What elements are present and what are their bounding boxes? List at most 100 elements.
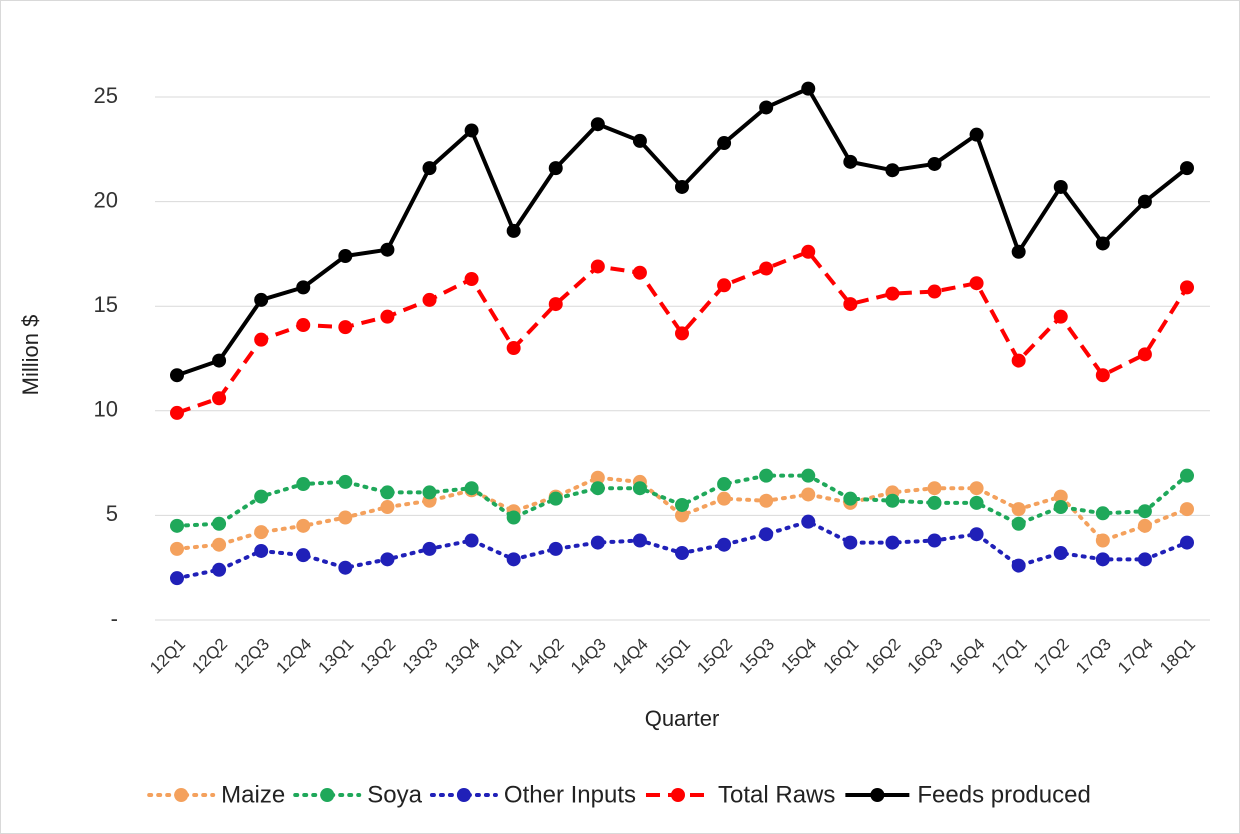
data-point [1095,552,1110,567]
data-point [422,161,437,176]
data-point [1095,533,1110,548]
data-point [885,535,900,550]
x-axis-title: Quarter [645,706,720,731]
data-point [422,541,437,556]
data-point [632,265,647,280]
data-point [296,280,311,295]
data-point [506,510,521,525]
data-point [632,533,647,548]
data-point [212,353,227,368]
data-point [548,161,563,176]
data-point [548,541,563,556]
data-point [969,527,984,542]
data-point [506,552,521,567]
data-point [843,297,858,312]
data-point [212,562,227,577]
data-point [1137,504,1152,519]
data-point [632,481,647,496]
data-point [717,477,732,492]
data-point [1095,236,1110,251]
data-point [170,541,184,556]
data-point [590,259,605,274]
legend-item: Other Inputs [429,781,636,808]
legend-marker [320,788,335,802]
data-point [296,518,311,533]
data-point [338,320,353,335]
data-point [1095,506,1110,521]
data-point [170,368,184,383]
legend-marker [870,788,885,802]
data-point [380,309,395,324]
data-point [464,272,479,287]
data-point [170,518,184,533]
data-point [885,493,900,508]
data-point [1053,309,1068,324]
legend-item: Maize [147,781,285,808]
data-point [927,533,942,548]
data-point [759,468,774,483]
data-point [801,468,816,483]
data-point [1011,244,1026,259]
data-point [717,136,732,151]
y-tick-label: 25 [94,83,118,108]
data-point [212,391,227,406]
data-point [296,477,311,492]
data-point [927,481,942,496]
y-tick-label: - [111,606,118,631]
data-point [675,179,689,194]
data-point [1137,552,1152,567]
legend-label: Other Inputs [504,781,636,808]
data-point [843,491,858,506]
data-point [717,278,732,293]
data-point [1053,179,1068,194]
data-point [548,491,563,506]
legend-marker [670,788,685,802]
y-tick-label: 15 [94,292,118,317]
data-point [170,571,184,586]
data-point [1180,468,1194,483]
data-point [1053,500,1068,515]
data-point [969,127,984,142]
data-point [801,487,816,502]
data-point [548,297,563,312]
data-point [590,470,605,485]
data-point [254,543,269,558]
data-point [717,491,732,506]
data-point [338,560,353,575]
legend-label: Maize [221,781,285,808]
data-point [759,261,774,276]
data-point [927,495,942,510]
data-point [464,481,479,496]
data-point [590,535,605,550]
data-point [1053,489,1068,504]
data-point [632,133,647,148]
data-point [759,100,774,115]
data-point [1180,280,1194,295]
data-point [675,508,689,523]
y-tick-label: 20 [94,187,118,212]
data-point [1011,502,1026,517]
data-point [380,485,395,500]
data-point [296,318,311,333]
y-tick-label: 10 [94,397,118,422]
data-point [969,276,984,291]
data-point [1053,546,1068,561]
data-point [1095,368,1110,383]
data-point [254,332,269,347]
data-point [885,163,900,178]
data-point [801,244,816,259]
legend-label: Feeds produced [917,781,1090,808]
data-point [506,341,521,356]
data-point [843,535,858,550]
data-point [338,510,353,525]
data-point [1011,558,1026,573]
legend-item: Soya [293,781,423,808]
y-axis-title: Million $ [18,315,43,396]
data-point [212,516,227,531]
data-point [212,537,227,552]
data-point [170,405,184,420]
data-point [1180,535,1194,550]
data-point [885,286,900,301]
data-point [380,552,395,567]
